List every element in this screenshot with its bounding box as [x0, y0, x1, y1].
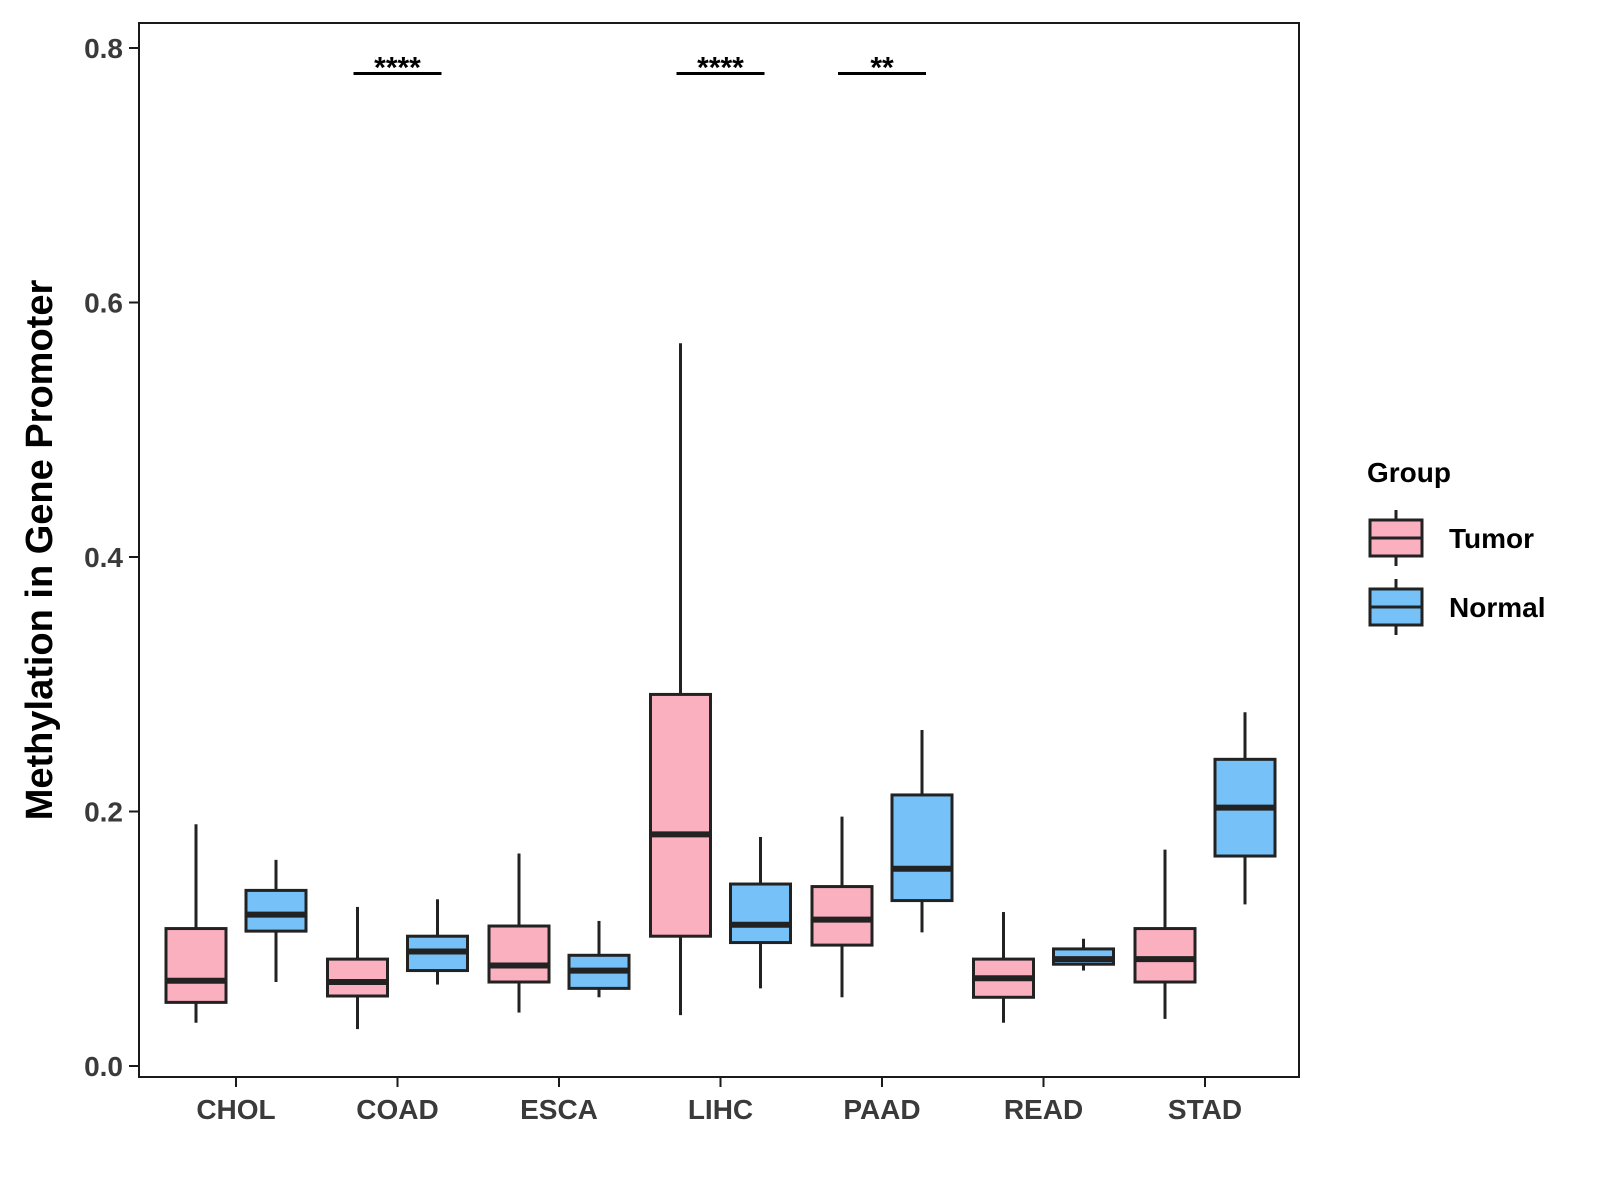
box-tumor-esca: [487, 853, 551, 1013]
box-normal-coad: [406, 899, 469, 985]
legend-label: Tumor: [1449, 523, 1534, 554]
x-tick-label: STAD: [1168, 1094, 1242, 1125]
box-tumor-coad: [326, 906, 389, 1030]
box-tumor-lihc: [649, 343, 712, 1016]
box-normal-stad: [1213, 712, 1277, 905]
box-series: [164, 343, 1277, 1030]
y-tick-label: 0.6: [84, 288, 123, 319]
significance-annotations: **** **** **: [353, 51, 926, 84]
box-normal-lihc: [729, 836, 792, 989]
box-tumor-chol: [164, 824, 228, 1023]
y-tick-label: 0.2: [84, 797, 123, 828]
legend-item-tumor: Tumor: [1368, 510, 1534, 566]
box-normal-esca: [567, 920, 631, 998]
y-tick-label: 0.4: [84, 542, 123, 573]
box-normal-read: [1052, 938, 1115, 971]
box-iqr: [487, 924, 551, 984]
y-tick-label: 0.0: [84, 1051, 123, 1082]
y-axis-title: Methylation in Gene Promoter: [19, 280, 61, 821]
y-axis: 0.0 0.2 0.4 0.6 0.8: [84, 23, 140, 1082]
box-iqr: [890, 793, 954, 903]
x-tick-label: COAD: [356, 1094, 438, 1125]
box-iqr: [729, 882, 792, 945]
box-tumor-stad: [1133, 849, 1197, 1019]
box-iqr: [649, 692, 712, 938]
box-iqr: [326, 957, 389, 998]
plot-panel: [138, 22, 1300, 1078]
legend-title: Group: [1367, 457, 1451, 488]
box-iqr: [164, 927, 228, 1004]
legend: Group Tumor Normal: [1367, 457, 1545, 635]
box-iqr: [1133, 927, 1197, 984]
legend-item-normal: Normal: [1368, 579, 1545, 635]
x-tick-label: LIHC: [688, 1094, 753, 1125]
significance-label: ****: [697, 51, 744, 84]
significance-label: **: [870, 51, 894, 84]
x-tick-label: PAAD: [843, 1094, 920, 1125]
box-normal-paad: [890, 730, 954, 933]
significance-label: ****: [374, 51, 421, 84]
x-tick-label: CHOL: [196, 1094, 275, 1125]
x-tick-label: ESCA: [520, 1094, 598, 1125]
box-iqr: [244, 888, 308, 933]
x-tick-label: READ: [1004, 1094, 1083, 1125]
box-tumor-paad: [810, 816, 874, 998]
y-tick-label: 0.8: [84, 33, 123, 64]
legend-label: Normal: [1449, 592, 1545, 623]
box-normal-chol: [244, 859, 308, 983]
box-tumor-read: [972, 912, 1035, 1023]
x-axis: CHOL COAD ESCA LIHC PAAD READ STAD: [196, 1077, 1242, 1125]
box-iqr: [810, 885, 874, 947]
